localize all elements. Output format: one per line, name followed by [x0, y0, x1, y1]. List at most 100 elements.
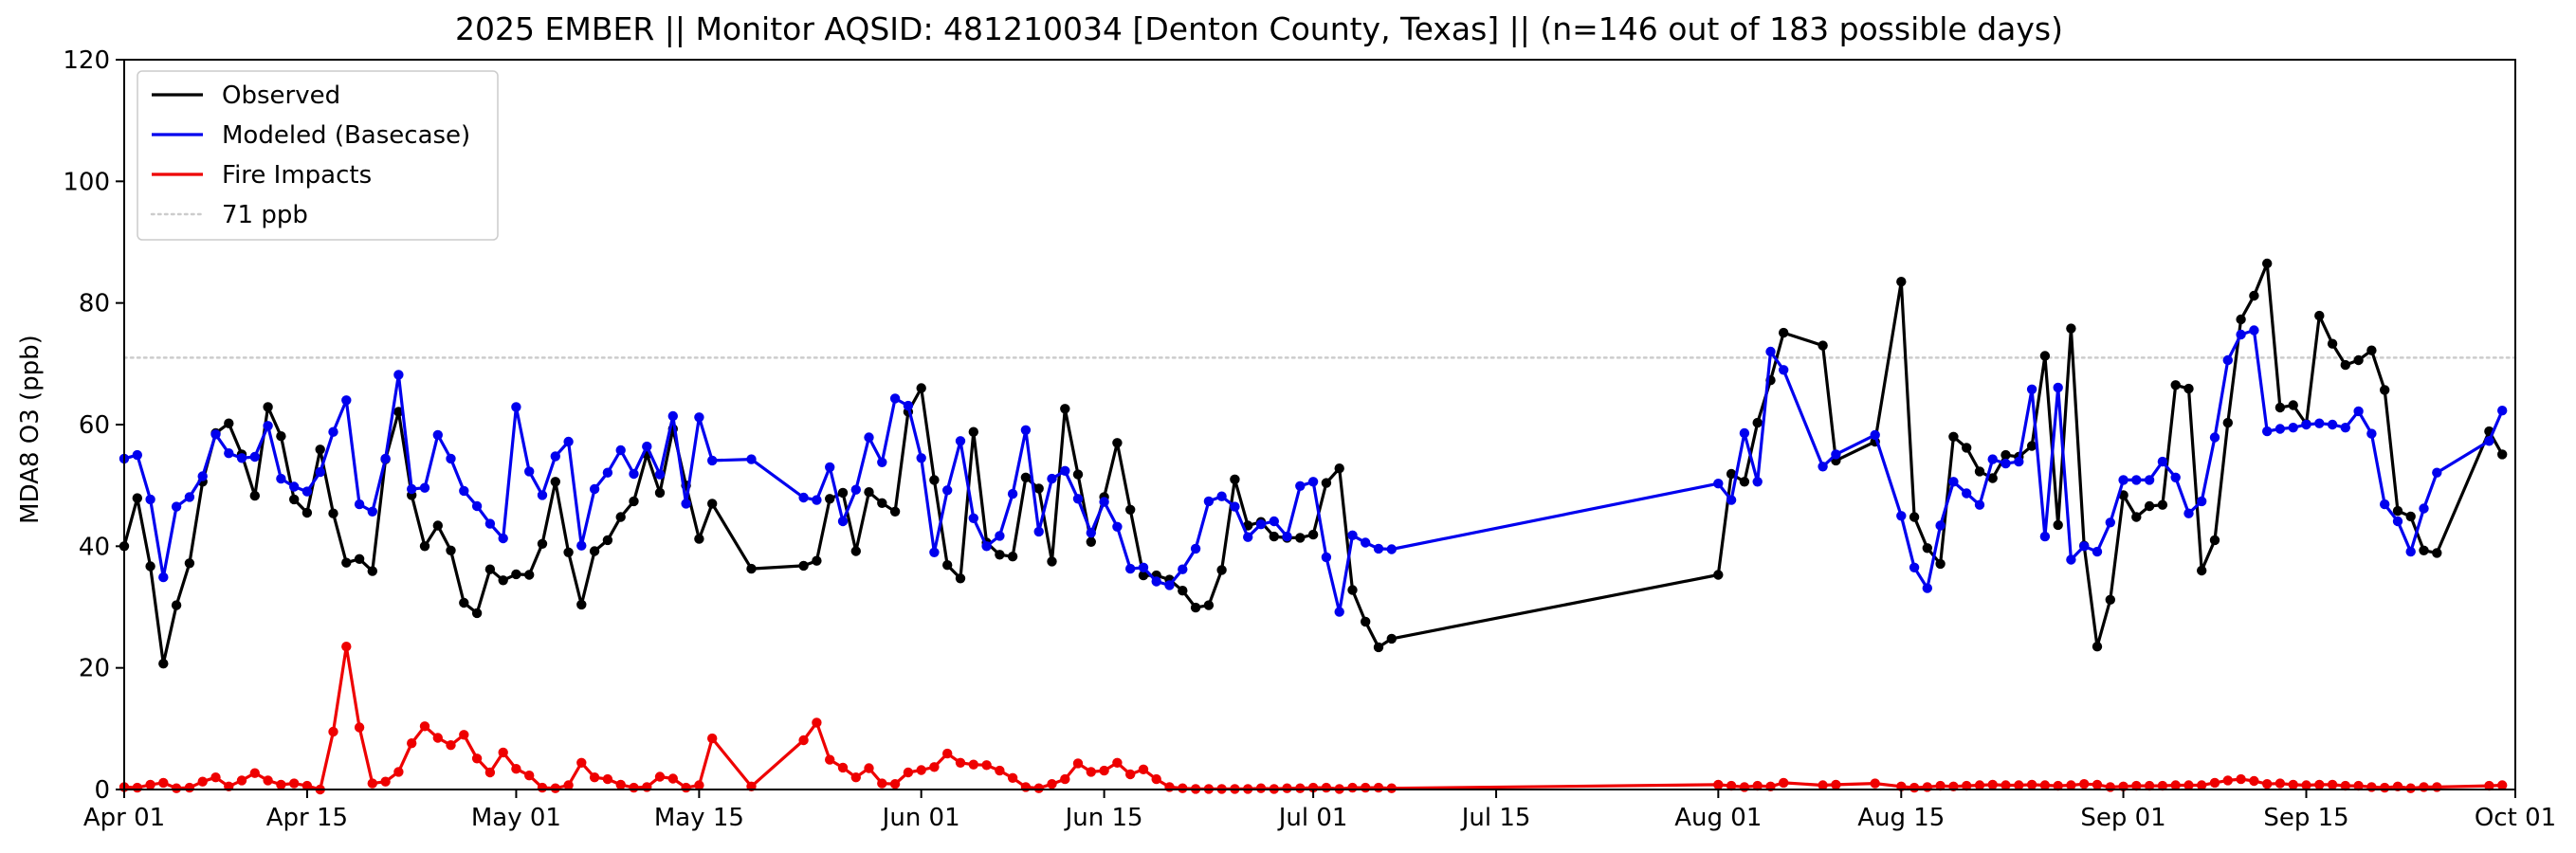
- data-point-fire-impacts: [380, 776, 391, 787]
- data-point-fire-impacts: [825, 754, 835, 765]
- data-point-fire-impacts: [995, 765, 1005, 776]
- data-point-modeled-basecase: [2183, 508, 2194, 518]
- data-point-modeled-basecase: [407, 483, 417, 495]
- data-point-modeled-basecase: [2026, 384, 2037, 394]
- data-point-fire-impacts: [2079, 779, 2090, 789]
- data-point-modeled-basecase: [2314, 418, 2325, 428]
- data-point-observed: [889, 506, 901, 517]
- data-point-fire-impacts: [877, 778, 887, 789]
- data-point-fire-impacts: [1282, 783, 1292, 793]
- data-point-observed: [2366, 345, 2377, 355]
- data-point-fire-impacts: [1347, 782, 1358, 793]
- data-point-modeled-basecase: [2484, 436, 2494, 446]
- data-point-modeled-basecase: [550, 451, 560, 462]
- data-point-observed: [1922, 543, 1933, 554]
- data-point-modeled-basecase: [1164, 580, 1175, 590]
- data-point-modeled-basecase: [877, 457, 887, 467]
- data-point-modeled-basecase: [2236, 329, 2246, 340]
- data-point-observed: [1190, 602, 1201, 613]
- data-point-observed: [2497, 449, 2508, 460]
- data-point-observed: [2039, 351, 2051, 361]
- data-point-modeled-basecase: [955, 436, 966, 446]
- data-point-observed: [1361, 616, 1371, 627]
- data-point-modeled-basecase: [2118, 475, 2128, 485]
- y-tick-label: 0: [94, 776, 110, 805]
- data-point-observed: [1203, 600, 1215, 610]
- data-point-modeled-basecase: [1243, 532, 1253, 542]
- data-point-modeled-basecase: [837, 516, 849, 527]
- data-point-observed: [1386, 633, 1398, 644]
- data-point-modeled-basecase: [249, 451, 260, 463]
- data-point-fire-impacts: [1935, 780, 1946, 791]
- data-point-fire-impacts: [2144, 780, 2155, 791]
- data-point-modeled-basecase: [2222, 354, 2233, 366]
- data-point-observed: [498, 575, 508, 586]
- data-point-fire-impacts: [681, 782, 691, 793]
- data-point-fire-impacts: [537, 782, 548, 793]
- data-point-modeled-basecase: [1086, 528, 1097, 538]
- series-lines: [119, 258, 2508, 795]
- data-point-observed: [629, 496, 639, 507]
- data-point-observed: [1321, 478, 1332, 488]
- data-point-modeled-basecase: [681, 499, 691, 509]
- data-point-modeled-basecase: [1386, 544, 1398, 554]
- data-point-modeled-basecase: [1138, 562, 1149, 572]
- data-point-observed: [2066, 323, 2076, 334]
- data-point-fire-impacts: [2170, 780, 2181, 790]
- series-line-fire-impacts: [123, 644, 2503, 791]
- data-point-modeled-basecase: [1307, 477, 1319, 487]
- data-point-observed: [301, 507, 313, 518]
- x-tick-label: Apr 15: [266, 804, 348, 832]
- data-point-fire-impacts: [602, 773, 613, 785]
- data-point-modeled-basecase: [2432, 467, 2442, 478]
- data-point-modeled-basecase: [1779, 365, 1789, 375]
- data-point-fire-impacts: [1178, 783, 1188, 793]
- data-point-fire-impacts: [1779, 777, 1789, 789]
- data-point-modeled-basecase: [1216, 491, 1227, 501]
- data-point-fire-impacts: [511, 764, 521, 774]
- data-point-observed: [315, 445, 325, 455]
- data-point-modeled-basecase: [1020, 425, 1032, 435]
- data-point-modeled-basecase: [2249, 325, 2259, 336]
- data-point-fire-impacts: [981, 760, 992, 771]
- data-point-modeled-basecase: [1922, 583, 1933, 593]
- data-point-modeled-basecase: [210, 429, 221, 440]
- data-point-fire-impacts: [1831, 779, 1841, 790]
- data-point-modeled-basecase: [667, 410, 678, 422]
- data-point-observed: [1974, 466, 1985, 477]
- data-point-fire-impacts: [2484, 780, 2494, 791]
- data-point-observed: [2092, 642, 2103, 652]
- data-point-modeled-basecase: [2275, 424, 2286, 434]
- data-point-fire-impacts: [1007, 772, 1018, 783]
- data-point-modeled-basecase: [301, 486, 313, 497]
- data-point-fire-impacts: [2197, 780, 2207, 790]
- data-point-modeled-basecase: [602, 467, 613, 478]
- y-tick-label: 120: [63, 46, 110, 75]
- data-point-observed: [249, 490, 260, 501]
- data-point-fire-impacts: [654, 771, 666, 782]
- data-point-observed: [1086, 536, 1097, 547]
- data-point-fire-impacts: [1295, 783, 1306, 793]
- data-point-observed: [1373, 642, 1384, 653]
- data-point-fire-impacts: [301, 780, 313, 791]
- data-point-modeled-basecase: [2301, 419, 2311, 430]
- data-point-observed: [2405, 511, 2416, 522]
- y-tick-label: 60: [79, 411, 110, 440]
- data-point-fire-impacts: [446, 740, 456, 751]
- data-point-modeled-basecase: [236, 453, 247, 463]
- legend-label-observed: Observed: [222, 82, 340, 110]
- data-point-observed: [2131, 512, 2142, 522]
- data-point-fire-impacts: [1922, 782, 1933, 792]
- data-point-observed: [1125, 504, 1136, 515]
- data-point-modeled-basecase: [2380, 499, 2390, 510]
- x-tick-label: Jul 15: [1460, 804, 1531, 832]
- data-point-observed: [2419, 545, 2429, 555]
- data-point-fire-impacts: [276, 779, 286, 790]
- data-point-modeled-basecase: [393, 370, 404, 380]
- data-point-fire-impacts: [1033, 783, 1044, 793]
- data-point-observed: [877, 498, 887, 508]
- data-point-fire-impacts: [1909, 782, 1920, 793]
- data-point-observed: [2222, 417, 2233, 428]
- data-point-modeled-basecase: [432, 429, 443, 441]
- data-point-fire-impacts: [2380, 782, 2390, 793]
